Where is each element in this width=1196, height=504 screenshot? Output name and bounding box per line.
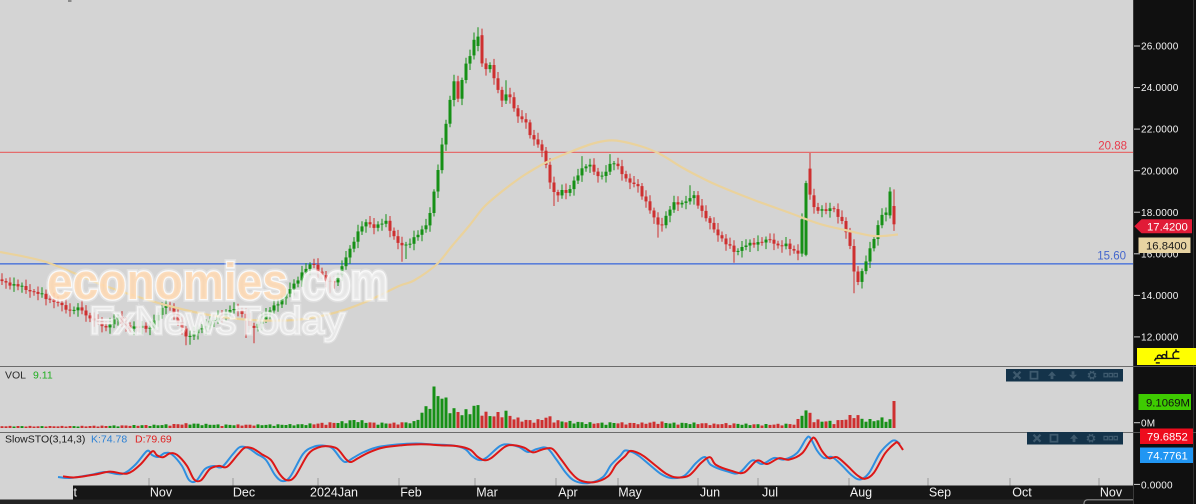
svg-text:16.8400: 16.8400 [1146, 241, 1187, 253]
svg-text:0.0000: 0.0000 [1141, 480, 1173, 491]
svg-text:VOL: VOL [5, 370, 26, 382]
svg-text:12.0000: 12.0000 [1141, 333, 1179, 344]
svg-text:14.0000: 14.0000 [1141, 291, 1179, 302]
svg-text:Nov: Nov [1100, 486, 1123, 500]
svg-text:Oct: Oct [1012, 486, 1032, 500]
svg-text:economies: economies [47, 253, 288, 310]
svg-text:18.0000: 18.0000 [1141, 208, 1179, 219]
svg-text:t: t [74, 486, 78, 500]
svg-text:Feb: Feb [400, 486, 422, 500]
svg-text:74.7761: 74.7761 [1147, 451, 1188, 463]
svg-text:Jul: Jul [762, 486, 778, 500]
svg-text:9.1069M: 9.1069M [1146, 397, 1190, 409]
svg-text:79.6852: 79.6852 [1147, 432, 1188, 444]
svg-text:24.0000: 24.0000 [1141, 83, 1179, 94]
svg-text:D:79.69: D:79.69 [135, 434, 172, 446]
svg-text:Sep: Sep [929, 486, 951, 500]
svg-text:.com: .com [290, 253, 388, 310]
svg-text:2024Jan: 2024Jan [310, 486, 358, 500]
svg-text:Aug: Aug [850, 486, 872, 500]
svg-text:Dec: Dec [233, 486, 255, 500]
svg-text:.com: .com [290, 253, 388, 310]
svg-text:FxNewsToday: FxNewsToday [90, 301, 345, 343]
svg-text:17.4200: 17.4200 [1147, 221, 1188, 233]
svg-text:16.0000: 16.0000 [1141, 249, 1179, 260]
svg-text:Jun: Jun [700, 486, 720, 500]
svg-text:Mar: Mar [476, 486, 498, 500]
svg-text:Apr: Apr [558, 486, 577, 500]
svg-text:20.88: 20.88 [1098, 141, 1127, 153]
svg-text:May: May [618, 486, 642, 500]
svg-text:FxNewsToday: FxNewsToday [90, 301, 345, 343]
svg-text:26.0000: 26.0000 [1141, 42, 1179, 53]
svg-text:9.11: 9.11 [33, 370, 53, 382]
svg-text:K:74.78: K:74.78 [91, 434, 127, 446]
svg-text:22.0000: 22.0000 [1141, 125, 1179, 136]
svg-text:15.60: 15.60 [1097, 251, 1126, 263]
svg-text:Nov: Nov [150, 486, 173, 500]
svg-text:20.0000: 20.0000 [1141, 166, 1179, 177]
svg-text:economies: economies [47, 253, 288, 310]
svg-text:SlowSTO(3,14,3): SlowSTO(3,14,3) [5, 434, 85, 446]
svg-text:0M: 0M [1141, 419, 1155, 430]
